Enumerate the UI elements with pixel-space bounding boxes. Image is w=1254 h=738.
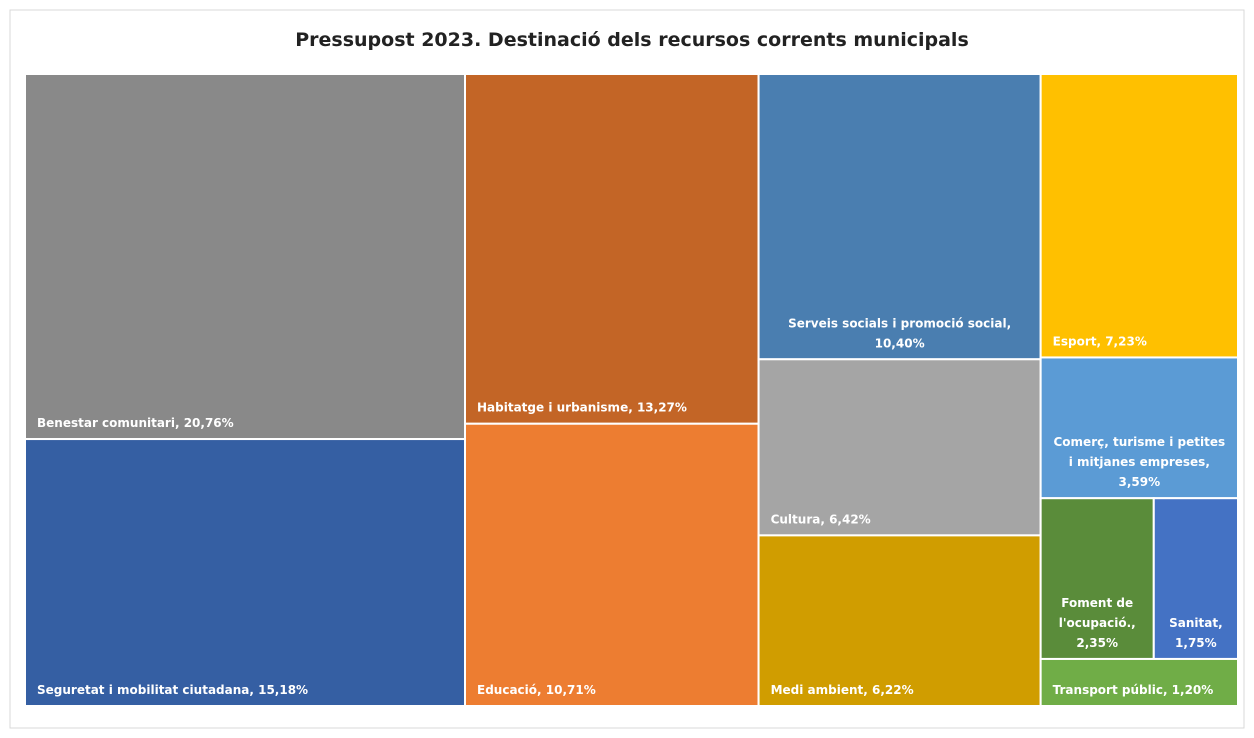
treemap-tile xyxy=(1039,497,1155,660)
tile-label: Habitatge i urbanisme, 13,27% xyxy=(477,401,687,415)
label-line: 2,35% xyxy=(1076,636,1118,650)
tile-label: Benestar comunitari, 20,76% xyxy=(37,416,234,430)
label-line: Comerç, turisme i petites xyxy=(1054,435,1226,449)
treemap-tile xyxy=(1039,356,1240,500)
treemap-tile xyxy=(464,422,760,707)
tile-label: Esport, 7,23% xyxy=(1053,334,1147,348)
tile-label: Medi ambient, 6,22% xyxy=(771,683,914,697)
treemap-tile xyxy=(1039,657,1240,708)
tile-label: Serveis socials i promoció social, 10,40% xyxy=(788,316,1011,350)
tile-label: Comerç, turisme i petites i mitjanes empr… xyxy=(1054,435,1226,489)
tile-label: Transport públic, 1,20% xyxy=(1053,683,1214,697)
label-line: l'ocupació., xyxy=(1059,616,1136,630)
label-line: 1,75% xyxy=(1175,636,1217,650)
treemap-tile xyxy=(757,358,1042,537)
treemap-tile xyxy=(464,73,760,425)
tile-label: Sanitat, 1,75% xyxy=(1169,616,1223,650)
tile-label: Cultura, 6,42% xyxy=(771,512,871,526)
tile-label: Foment de l'ocupació., 2,35% xyxy=(1059,596,1136,650)
label-line: Serveis socials i promoció social, xyxy=(788,316,1011,330)
treemap-tile xyxy=(757,534,1042,708)
label-line: Foment de xyxy=(1061,596,1133,610)
treemap-tile xyxy=(757,73,1042,361)
treemap-tile xyxy=(24,438,467,707)
label-line: 10,40% xyxy=(875,336,925,350)
tile-label: Educació, 10,71% xyxy=(477,683,596,697)
treemap-tile xyxy=(1152,497,1240,660)
label-line: 3,59% xyxy=(1119,475,1161,489)
treemap-tile xyxy=(1039,73,1240,359)
chart-title: Pressupost 2023. Destinació dels recurso… xyxy=(295,29,969,51)
tile-label: Seguretat i mobilitat ciutadana, 15,18% xyxy=(37,683,308,697)
label-line: Sanitat, xyxy=(1169,616,1223,630)
treemap-tile xyxy=(24,73,467,441)
label-line: i mitjanes empreses, xyxy=(1069,455,1210,469)
